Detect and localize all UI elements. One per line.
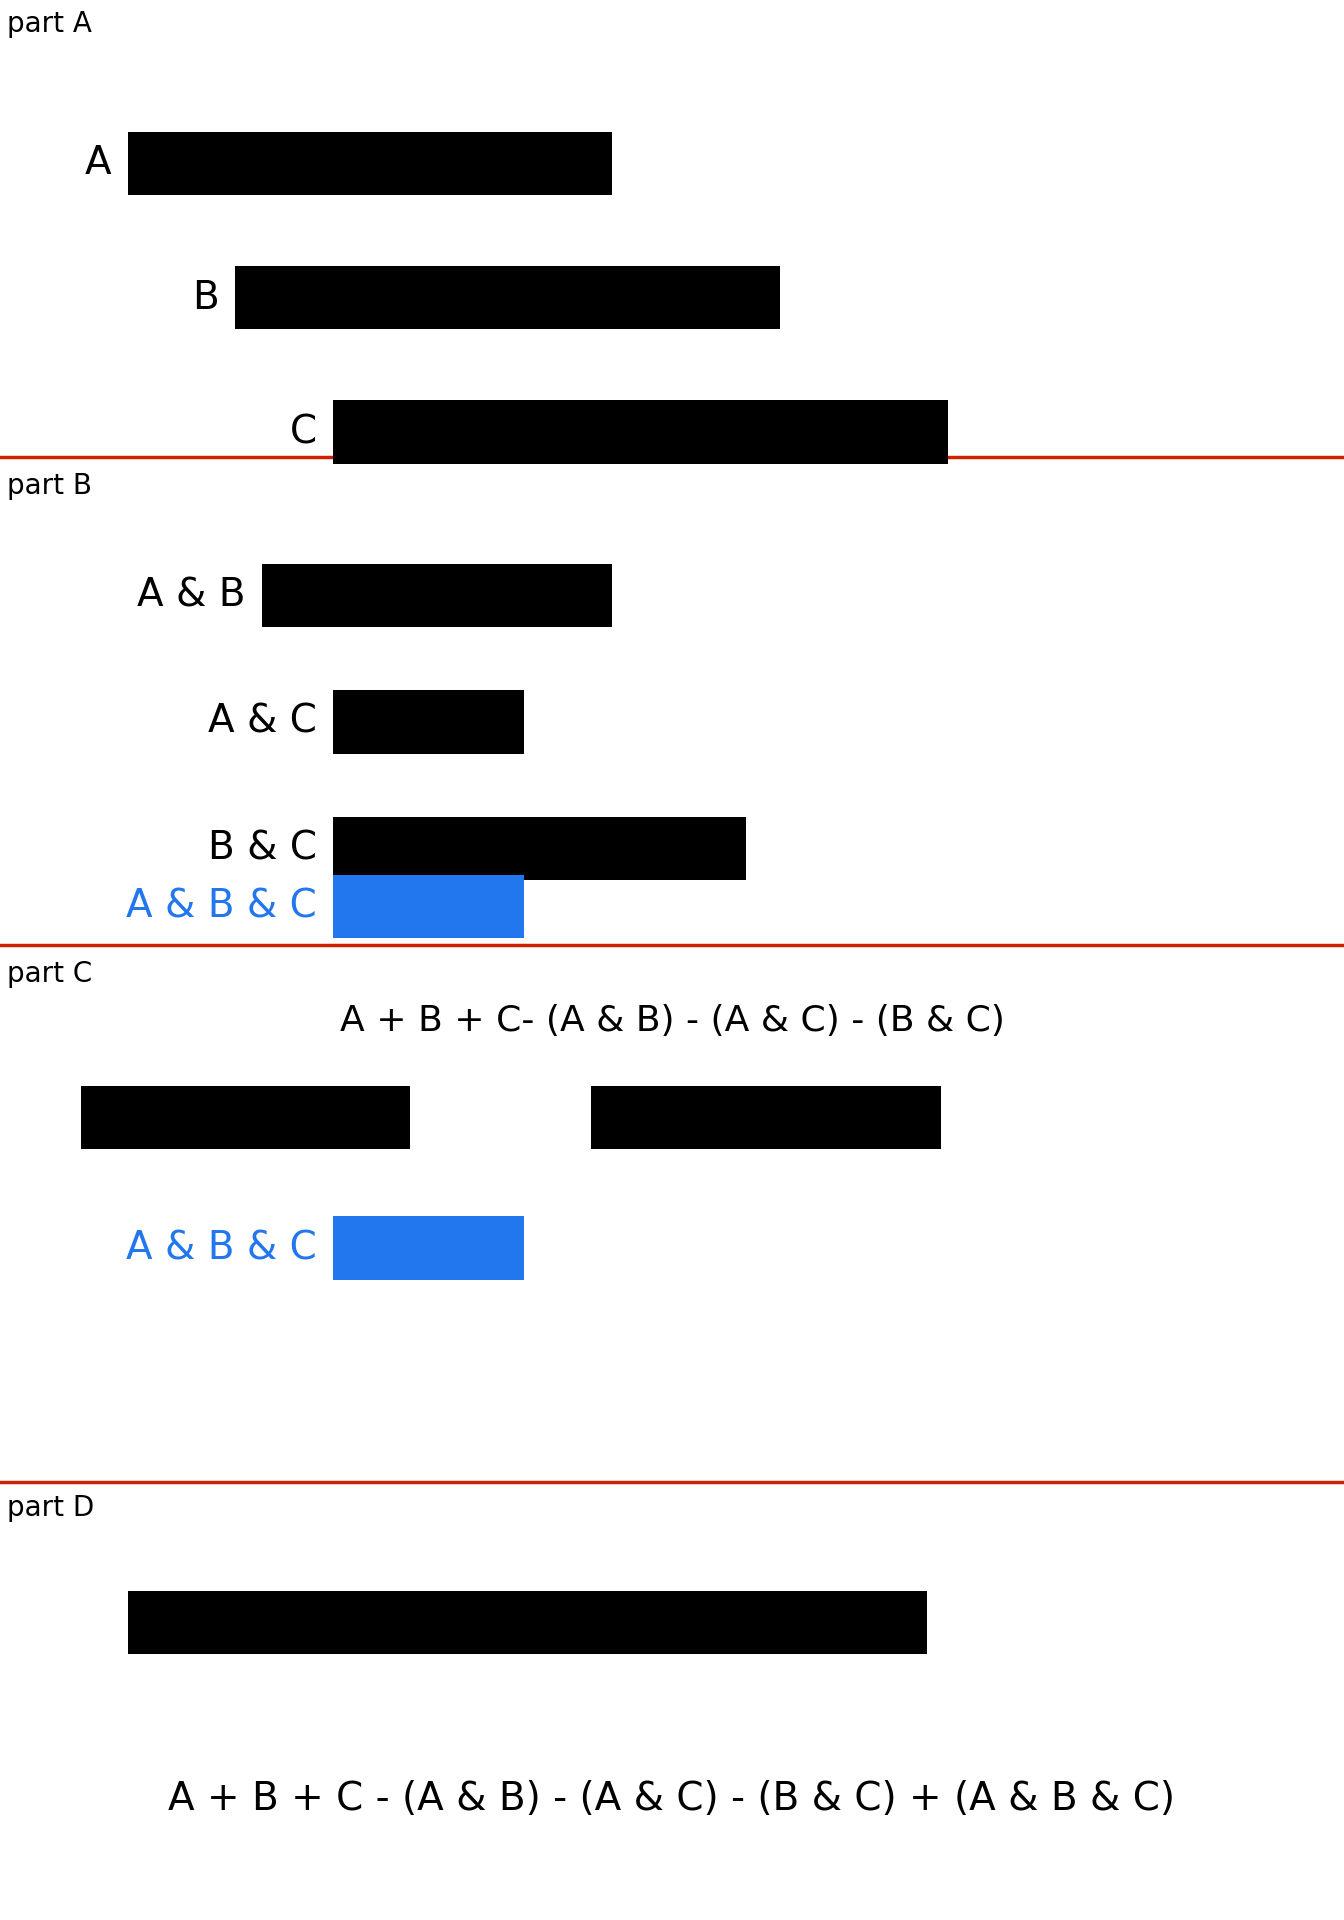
Bar xyxy=(333,816,746,879)
Text: A + B + C - (A & B) - (A & C) - (B & C) + (A & B & C): A + B + C - (A & B) - (A & C) - (B & C) … xyxy=(168,1780,1176,1818)
Text: A + B + C- (A & B) - (A & C) - (B & C): A + B + C- (A & B) - (A & C) - (B & C) xyxy=(340,1004,1004,1039)
Bar xyxy=(262,564,612,626)
Text: C: C xyxy=(290,413,317,451)
Text: A: A xyxy=(85,144,112,182)
Text: B: B xyxy=(192,278,219,317)
Text: part A: part A xyxy=(7,10,91,38)
Bar xyxy=(333,689,524,753)
Text: B & C: B & C xyxy=(208,829,317,868)
Text: part D: part D xyxy=(7,1494,94,1523)
Text: A & B & C: A & B & C xyxy=(126,887,317,925)
Text: part C: part C xyxy=(7,960,91,989)
Text: A & B: A & B xyxy=(137,576,246,614)
Bar xyxy=(235,265,780,330)
Text: A & B & C: A & B & C xyxy=(126,1229,317,1267)
Bar xyxy=(591,1087,941,1148)
Bar xyxy=(333,399,948,463)
Bar xyxy=(81,1087,410,1148)
Bar xyxy=(128,131,612,194)
Bar xyxy=(333,1217,524,1281)
Bar xyxy=(128,1590,927,1653)
Text: A & C: A & C xyxy=(208,703,317,741)
Text: part B: part B xyxy=(7,472,91,501)
Bar xyxy=(333,874,524,937)
